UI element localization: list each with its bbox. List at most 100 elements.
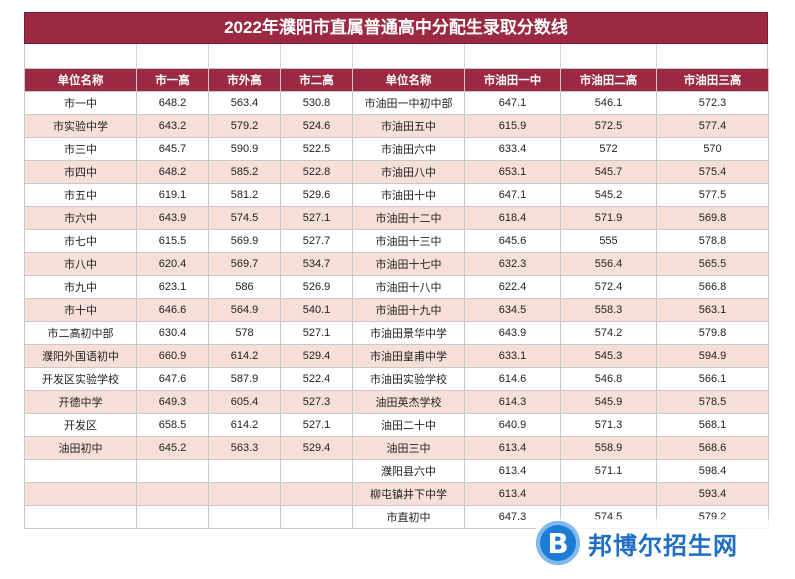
table-cell: 622.4 (464, 275, 561, 299)
table-cell: 579.8 (656, 321, 769, 345)
table-cell: 527.7 (280, 229, 353, 253)
table-cell: 598.4 (656, 459, 769, 483)
table-cell: 581.2 (208, 183, 281, 207)
table-cell: 市油田实验学校 (352, 367, 465, 391)
table-cell: 市油田十九中 (352, 298, 465, 322)
table-cell: 632.3 (464, 252, 561, 276)
table-cell: 市油田皇甫中学 (352, 344, 465, 368)
table-cell: 570 (656, 137, 769, 161)
table-cell: 647.6 (136, 367, 209, 391)
table-cell: 563.1 (656, 298, 769, 322)
table-cell: 594.9 (656, 344, 769, 368)
table-row: 市八中 620.4 569.7 534.7 市油田十七中 632.3 556.4 565.5 (24, 252, 769, 276)
site-name: 邦博尔招生网 (588, 531, 738, 560)
table-cell: 643.2 (136, 114, 209, 138)
table-cell: 649.3 (136, 390, 209, 414)
table-cell: 618.4 (464, 206, 561, 230)
table-title: 2022年濮阳市直属普通高中分配生录取分数线 (24, 12, 768, 44)
table-cell: 569.9 (208, 229, 281, 253)
table-cell: 534.7 (280, 252, 353, 276)
table-cell: 572.4 (560, 275, 657, 299)
table-cell: 濮阳外国语初中 (24, 344, 137, 368)
header-shi-er-gao: 市二高 (280, 68, 353, 92)
table-cell: 市十中 (24, 298, 137, 322)
table-cell (280, 459, 353, 483)
table-cell: 522.4 (280, 367, 353, 391)
table-cell: 574.5 (208, 206, 281, 230)
table-cell (24, 482, 137, 506)
table-cell: 615.5 (136, 229, 209, 253)
table-cell: 540.1 (280, 298, 353, 322)
header-unit-name-left: 单位名称 (24, 68, 137, 92)
site-watermark: B 邦博尔招生网 (536, 519, 771, 567)
table-cell: 614.2 (208, 344, 281, 368)
table-cell: 545.2 (560, 183, 657, 207)
table-cell: 633.1 (464, 344, 561, 368)
table-cell: 油田二十中 (352, 413, 465, 437)
table-cell: 市五中 (24, 183, 137, 207)
table-cell: 柳屯镇井下中学 (352, 482, 465, 506)
table-cell: 615.9 (464, 114, 561, 138)
table-cell (208, 482, 281, 506)
table-cell: 574.2 (560, 321, 657, 345)
table-cell: 577.4 (656, 114, 769, 138)
site-logo-icon: B (536, 521, 580, 565)
table-cell: 油田初中 (24, 436, 137, 460)
table-cell: 565.5 (656, 252, 769, 276)
table-cell: 647.1 (464, 183, 561, 207)
table-cell: 市直初中 (352, 505, 465, 529)
table-cell: 529.4 (280, 344, 353, 368)
table-cell: 648.2 (136, 91, 209, 115)
table-cell: 566.8 (656, 275, 769, 299)
header-unit-name-right: 单位名称 (352, 68, 465, 92)
table-cell: 市油田六中 (352, 137, 465, 161)
table-row: 市五中 619.1 581.2 529.6 市油田十中 647.1 545.2 577.5 (24, 183, 769, 207)
header-shi-wai-gao: 市外高 (208, 68, 281, 92)
table-body: 市一中 648.2 563.4 530.8 市油田一中初中部 647.1 546.1 572.… (24, 91, 769, 529)
table-cell: 593.4 (656, 482, 769, 506)
table-cell: 586 (208, 275, 281, 299)
table-cell: 634.5 (464, 298, 561, 322)
table-cell: 563.3 (208, 436, 281, 460)
table-cell: 564.9 (208, 298, 281, 322)
table-row: 市四中 648.2 585.2 522.8 市油田八中 653.1 545.7 575.4 (24, 160, 769, 184)
table-cell: 575.4 (656, 160, 769, 184)
table-cell: 585.2 (208, 160, 281, 184)
blank-band (24, 44, 768, 68)
table-cell: 578.5 (656, 390, 769, 414)
table-cell (24, 459, 137, 483)
table-cell: 579.2 (208, 114, 281, 138)
table-cell: 546.1 (560, 91, 657, 115)
table-cell: 658.5 (136, 413, 209, 437)
table-cell: 524.6 (280, 114, 353, 138)
header-shi-yi-gao: 市一高 (136, 68, 209, 92)
table-row: 开发区 658.5 614.2 527.1 油田二十中 640.9 571.3 568.1 (24, 413, 769, 437)
table-cell (280, 482, 353, 506)
table-cell: 660.9 (136, 344, 209, 368)
table-cell: 527.3 (280, 390, 353, 414)
table-cell: 527.1 (280, 321, 353, 345)
table-cell: 643.9 (464, 321, 561, 345)
table-row: 开德中学 649.3 605.4 527.3 油田英杰学校 614.3 545.9 578.5 (24, 390, 769, 414)
table-cell: 572.5 (560, 114, 657, 138)
table-cell: 558.9 (560, 436, 657, 460)
table-cell: 市油田十七中 (352, 252, 465, 276)
table-cell: 568.1 (656, 413, 769, 437)
table-cell: 572 (560, 137, 657, 161)
table-cell (208, 459, 281, 483)
table-cell: 市油田十三中 (352, 229, 465, 253)
table-row: 市实验中学 643.2 579.2 524.6 市油田五中 615.9 572.5 577.4 (24, 114, 769, 138)
table-cell: 527.1 (280, 206, 353, 230)
table-row: 市二高初中部 630.4 578 527.1 市油田景华中学 643.9 574.2 579.… (24, 321, 769, 345)
table-cell (560, 482, 657, 506)
table-cell: 555 (560, 229, 657, 253)
table-row: 柳屯镇井下中学 613.4 593.4 (24, 482, 769, 506)
table-cell (136, 505, 209, 529)
table-cell: 开德中学 (24, 390, 137, 414)
table-cell: 643.9 (136, 206, 209, 230)
table-cell: 645.7 (136, 137, 209, 161)
table-cell: 563.4 (208, 91, 281, 115)
table-cell: 546.8 (560, 367, 657, 391)
table-cell: 市油田五中 (352, 114, 465, 138)
score-table-container: 2022年濮阳市直属普通高中分配生录取分数线 单位名称 市一高 市外高 市二高 … (24, 12, 769, 529)
